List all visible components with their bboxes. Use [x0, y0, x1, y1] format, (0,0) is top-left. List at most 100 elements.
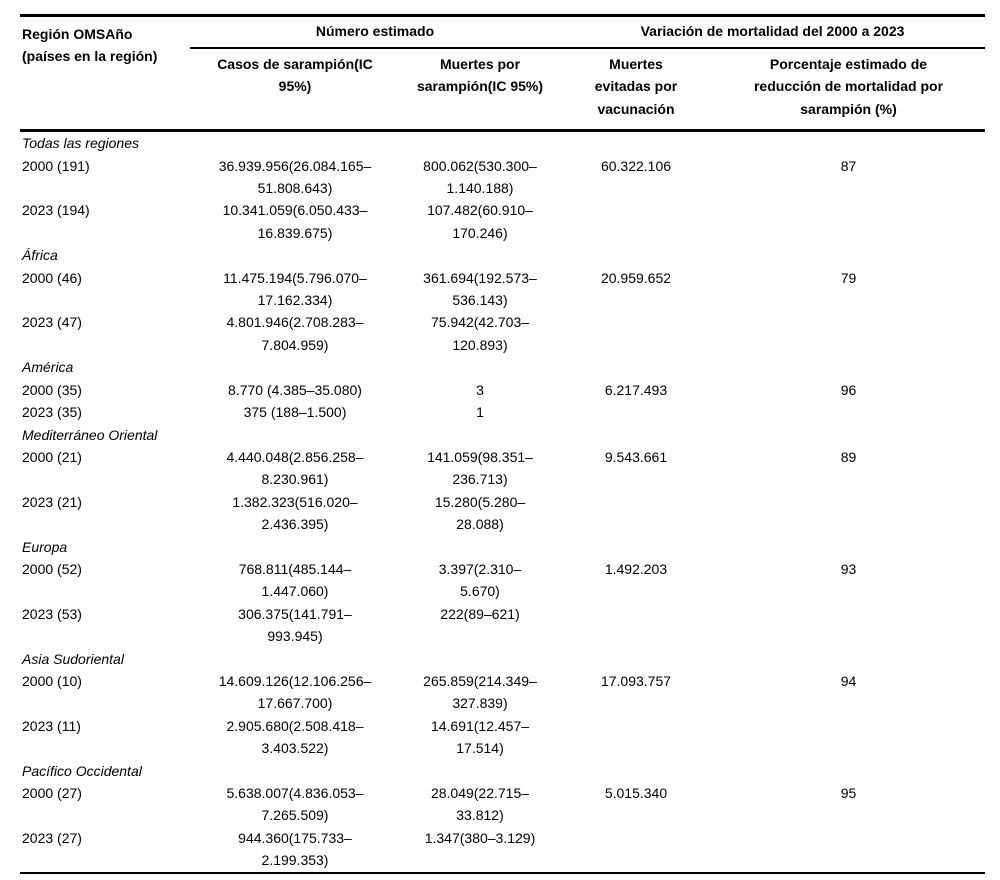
averted-deaths-cell: 60.322.106 [600, 157, 672, 174]
averted-deaths-cell: 6.217.493 [604, 381, 668, 398]
year-cell: 2023 (21) [22, 493, 82, 510]
cases-cell: 8.770 (4.385–35.080) [228, 381, 362, 398]
data-row: 2023 (194) 10.341.059(6.050.433– 16.839.6… [20, 199, 985, 244]
reduction-percent-cell: 95 [840, 785, 857, 801]
data-row: 2000 (191) 36.939.956(26.084.165– 51.808.… [20, 155, 985, 200]
data-row: 2000 (27) 5.638.007(4.836.053– 7.265.509)… [20, 782, 985, 827]
reduction-percent-cell [712, 715, 985, 760]
table-body: Todas las regiones 2000 (191) 36.939.956(2… [20, 131, 985, 873]
averted-deaths-cell: 9.543.661 [604, 448, 668, 465]
year-cell: 2000 (27) [22, 785, 82, 801]
column-header-muertes-sarampion: Muertes por sarampión(IC 95%) [400, 48, 560, 133]
cases-cell: 10.341.059(6.050.433– 16.839.675) [222, 202, 368, 241]
cases-cell: 4.440.048(2.856.258– 8.230.961) [226, 448, 364, 488]
year-cell: 2000 (35) [22, 381, 82, 398]
cases-cell: 944.360(175.733– 2.199.353) [238, 829, 352, 869]
deaths-cell: 265.859(214.349– 327.839) [423, 672, 537, 712]
deaths-cell: 3.397(2.310– 5.670) [438, 560, 522, 600]
data-row: 2000 (35) 8.770 (4.385–35.080) 3 6.217.493 9… [20, 379, 985, 401]
year-cell: 2023 (53) [22, 605, 82, 622]
region-row: África [20, 244, 985, 266]
year-cell: 2000 (46) [22, 269, 82, 286]
year-cell: 2000 (10) [22, 672, 82, 689]
column-header-muertes-evitadas: Muertes evitadas por vacunación [560, 48, 712, 133]
averted-deaths-cell [560, 603, 712, 648]
year-cell: 2023 (47) [22, 314, 82, 331]
cases-cell: 14.609.126(12.106.256– 17.667.700) [218, 672, 372, 712]
data-row: 2000 (21) 4.440.048(2.856.258– 8.230.961)… [20, 446, 985, 491]
cases-cell: 36.939.956(26.084.165– 51.808.643) [218, 157, 372, 197]
year-cell: 2023 (27) [22, 829, 82, 846]
averted-deaths-cell [560, 491, 712, 536]
region-row: Europa [20, 536, 985, 558]
region-name: Asia Sudoriental [22, 650, 124, 667]
data-row: 2023 (53) 306.375(141.791– 993.945) 222(89… [20, 603, 985, 648]
region-row: Pacífico Occidental [20, 760, 985, 782]
data-row: 2000 (10) 14.609.126(12.106.256– 17.667.7… [20, 670, 985, 715]
data-row: 2023 (21) 1.382.323(516.020– 2.436.395) 15… [20, 491, 985, 536]
reduction-percent-cell: 96 [840, 381, 857, 398]
region-row: Mediterráneo Oriental [20, 424, 985, 446]
deaths-cell: 107.482(60.910– 170.246) [427, 202, 533, 241]
data-row: 2023 (11) 2.905.680(2.508.418– 3.403.522)… [20, 715, 985, 760]
averted-deaths-cell [560, 401, 712, 423]
data-row: 2000 (52) 768.811(485.144– 1.447.060) 3.39… [20, 558, 985, 603]
averted-deaths-cell [560, 199, 712, 244]
group-header-numero-estimado: Número estimado [190, 15, 560, 49]
deaths-cell: 15.280(5.280– 28.088) [434, 493, 526, 533]
region-row: Asia Sudoriental [20, 648, 985, 670]
year-cell: 2023 (11) [22, 717, 81, 734]
group-header-variacion-mortalidad: Variación de mortalidad del 2000 a 2023 [560, 15, 985, 49]
region-name: América [22, 359, 74, 376]
deaths-cell: 75.942(42.703– 120.893) [430, 314, 530, 353]
year-cell: 2000 (21) [22, 448, 82, 465]
reduction-percent-cell: 87 [840, 157, 857, 174]
year-cell: 2023 (35) [22, 404, 82, 421]
region-name: Mediterráneo Oriental [22, 426, 158, 443]
cases-cell: 5.638.007(4.836.053– 7.265.509) [226, 785, 364, 824]
reduction-percent-cell [712, 311, 985, 356]
deaths-cell: 28.049(22.715– 33.812) [430, 785, 530, 824]
table-header: Región OMSAño (países en la región) Núme… [20, 15, 985, 133]
deaths-cell: 1.347(380–3.129) [424, 829, 536, 846]
averted-deaths-cell: 5.015.340 [604, 785, 668, 801]
column-header-porcentaje-reduccion: Porcentaje estimado de reducción de mort… [712, 48, 985, 133]
sub-header-row: Casos de sarampión(IC 95%) Muertes por s… [20, 48, 985, 133]
region-name: Todas las regiones [22, 135, 140, 152]
measles-mortality-table: Región OMSAño (países en la región) Núme… [20, 14, 985, 874]
year-cell: 2000 (52) [22, 560, 82, 577]
region-year-column-header: Región OMSAño (países en la región) [20, 15, 190, 133]
cases-cell: 2.905.680(2.508.418– 3.403.522) [226, 717, 364, 757]
deaths-cell: 141.059(98.351– 236.713) [427, 448, 533, 488]
cases-cell: 11.475.194(5.796.070– 17.162.334) [223, 269, 367, 309]
deaths-cell: 14.691(12.457– 17.514) [430, 717, 530, 757]
column-header-casos-sarampion: Casos de sarampión(IC 95%) [190, 48, 400, 133]
averted-deaths-cell [560, 311, 712, 356]
year-cell: 2000 (191) [22, 157, 90, 174]
data-row: 2000 (46) 11.475.194(5.796.070– 17.162.33… [20, 267, 985, 312]
averted-deaths-cell: 20.959.652 [600, 269, 672, 286]
averted-deaths-cell: 17.093.757 [600, 672, 672, 689]
region-row: América [20, 356, 985, 378]
averted-deaths-cell [560, 827, 712, 873]
reduction-percent-cell: 94 [840, 672, 857, 689]
reduction-percent-cell [712, 827, 985, 873]
group-header-row: Región OMSAño (países en la región) Núme… [20, 15, 985, 133]
deaths-cell: 800.062(530.300– 1.140.188) [423, 157, 537, 197]
reduction-percent-cell: 93 [840, 560, 857, 577]
data-row: 2023 (27) 944.360(175.733– 2.199.353) 1.34… [20, 827, 985, 873]
deaths-cell: 1 [476, 404, 484, 421]
cases-cell: 768.811(485.144– 1.447.060) [238, 560, 352, 600]
data-row: 2023 (47) 4.801.946(2.708.283– 7.804.959)… [20, 311, 985, 356]
cases-cell: 4.801.946(2.708.283– 7.804.959) [226, 314, 364, 353]
cases-cell: 306.375(141.791– 993.945) [238, 605, 352, 645]
data-row: 2023 (35) 375 (188–1.500) 1 [20, 401, 985, 423]
reduction-percent-cell: 89 [840, 448, 857, 465]
reduction-percent-cell [712, 401, 985, 423]
deaths-cell: 222(89–621) [440, 605, 520, 622]
reduction-percent-cell: 79 [840, 269, 857, 286]
averted-deaths-cell [560, 715, 712, 760]
region-name: África [22, 247, 58, 264]
cases-cell: 375 (188–1.500) [243, 404, 347, 421]
